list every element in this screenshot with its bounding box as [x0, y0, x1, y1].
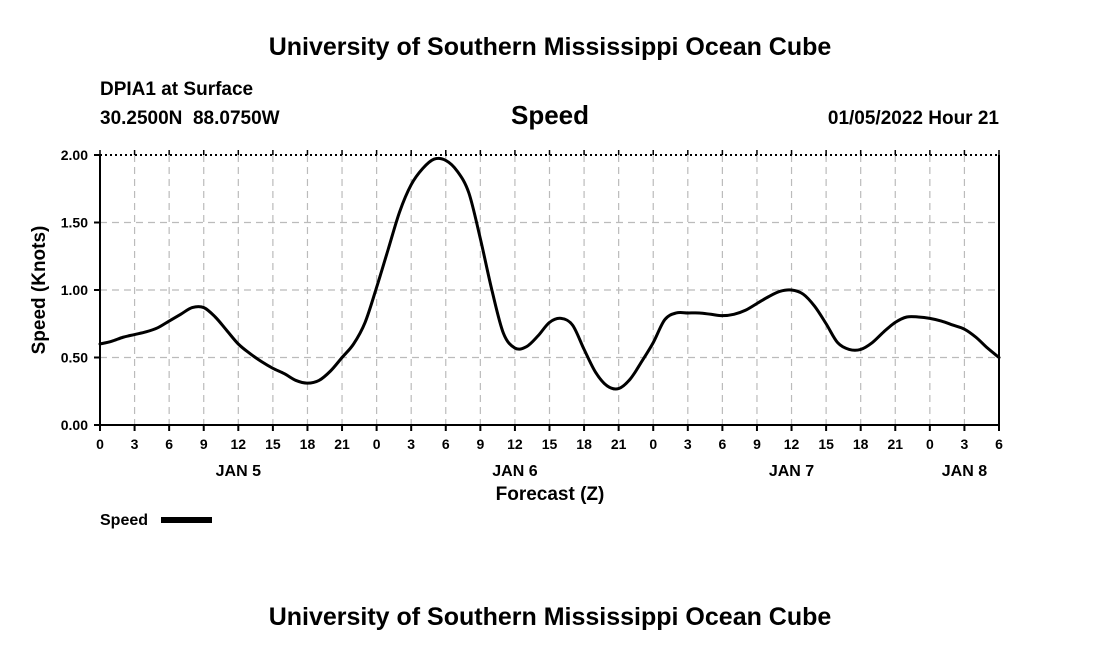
x-tick-label: 6	[995, 436, 1003, 452]
x-tick-label: 0	[373, 436, 381, 452]
speed-series-line	[98, 156, 1001, 391]
day-label: JAN 8	[942, 463, 987, 480]
y-axis-label: Speed (Knots)	[29, 226, 50, 355]
x-tick-label: 12	[507, 436, 523, 452]
x-tick-label: 12	[231, 436, 247, 452]
x-tick-label: 3	[684, 436, 692, 452]
x-tick-label: 0	[649, 436, 657, 452]
forecast-datetime: 01/05/2022 Hour 21	[828, 108, 1000, 129]
y-tick-label: 0.00	[61, 417, 88, 433]
x-tick-label: 12	[784, 436, 800, 452]
y-tick-label: 0.50	[61, 350, 88, 366]
day-label: JAN 7	[769, 463, 814, 480]
x-axis-label: Forecast (Z)	[496, 484, 605, 505]
legend-label: Speed	[100, 512, 148, 529]
station-label: DPIA1 at Surface	[100, 79, 253, 100]
x-tick-label: 18	[853, 436, 869, 452]
y-tick-label: 1.50	[61, 215, 88, 231]
day-label: JAN 6	[492, 463, 537, 480]
x-tick-label: 6	[165, 436, 173, 452]
x-axis: 0 3 6 9 12 15 18 21 0 3 6 9 12 15 18 21 0 3 6 9 12 15 18 21 0 3 6	[96, 150, 1003, 452]
variable-title: Speed	[511, 100, 589, 130]
x-tick-label: 18	[576, 436, 592, 452]
x-tick-label: 21	[334, 436, 350, 452]
x-tick-label: 9	[200, 436, 208, 452]
grid-lines	[100, 155, 999, 425]
day-labels: JAN 5 JAN 6 JAN 7 JAN 8	[216, 463, 988, 480]
x-tick-label: 21	[887, 436, 903, 452]
x-tick-label: 3	[961, 436, 969, 452]
x-tick-label: 9	[476, 436, 484, 452]
day-label: JAN 5	[216, 463, 261, 480]
y-tick-label: 1.00	[61, 282, 88, 298]
x-tick-label: 6	[442, 436, 450, 452]
x-tick-label: 0	[96, 436, 104, 452]
x-tick-label: 0	[926, 436, 934, 452]
x-tick-label: 3	[131, 436, 139, 452]
y-tick-label: 2.00	[61, 147, 88, 163]
y-axis: 0.00 0.50 1.00 1.50 2.00	[61, 147, 100, 433]
x-tick-label: 6	[718, 436, 726, 452]
station-coords: 30.2500N 88.0750W	[100, 108, 280, 129]
page-title-top: University of Southern Mississippi Ocean…	[269, 33, 832, 61]
page-title-bottom: University of Southern Mississippi Ocean…	[269, 603, 832, 631]
x-tick-label: 9	[753, 436, 761, 452]
x-tick-label: 15	[542, 436, 558, 452]
x-tick-label: 18	[300, 436, 316, 452]
x-tick-label: 15	[818, 436, 834, 452]
x-tick-label: 15	[265, 436, 281, 452]
x-tick-label: 3	[407, 436, 415, 452]
x-tick-label: 21	[611, 436, 627, 452]
legend-swatch	[161, 517, 212, 523]
